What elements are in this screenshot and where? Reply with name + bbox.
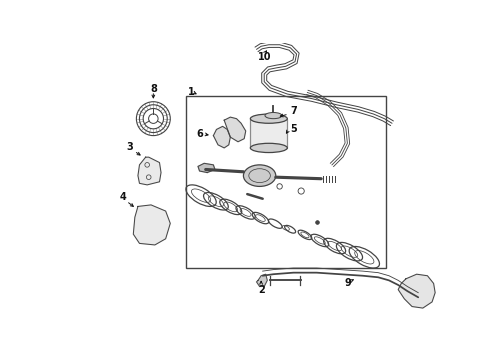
Polygon shape [138, 157, 161, 185]
Text: 2: 2 [258, 285, 265, 294]
Ellipse shape [250, 143, 287, 153]
Bar [250, 119, 287, 148]
Bar [186, 95, 386, 268]
Text: 8: 8 [150, 84, 157, 94]
Polygon shape [214, 126, 230, 148]
Ellipse shape [265, 112, 282, 119]
Ellipse shape [244, 165, 276, 186]
Text: 1: 1 [188, 87, 195, 97]
Polygon shape [257, 274, 268, 287]
Text: 7: 7 [290, 106, 297, 116]
Polygon shape [198, 163, 215, 172]
Text: 10: 10 [257, 52, 271, 62]
Polygon shape [224, 117, 245, 142]
Polygon shape [133, 205, 171, 245]
Text: 3: 3 [127, 142, 134, 152]
Text: 5: 5 [290, 125, 297, 134]
Text: 9: 9 [344, 278, 351, 288]
Text: 4: 4 [119, 192, 126, 202]
Text: 6: 6 [196, 129, 203, 139]
Ellipse shape [250, 114, 287, 123]
Polygon shape [398, 274, 435, 308]
